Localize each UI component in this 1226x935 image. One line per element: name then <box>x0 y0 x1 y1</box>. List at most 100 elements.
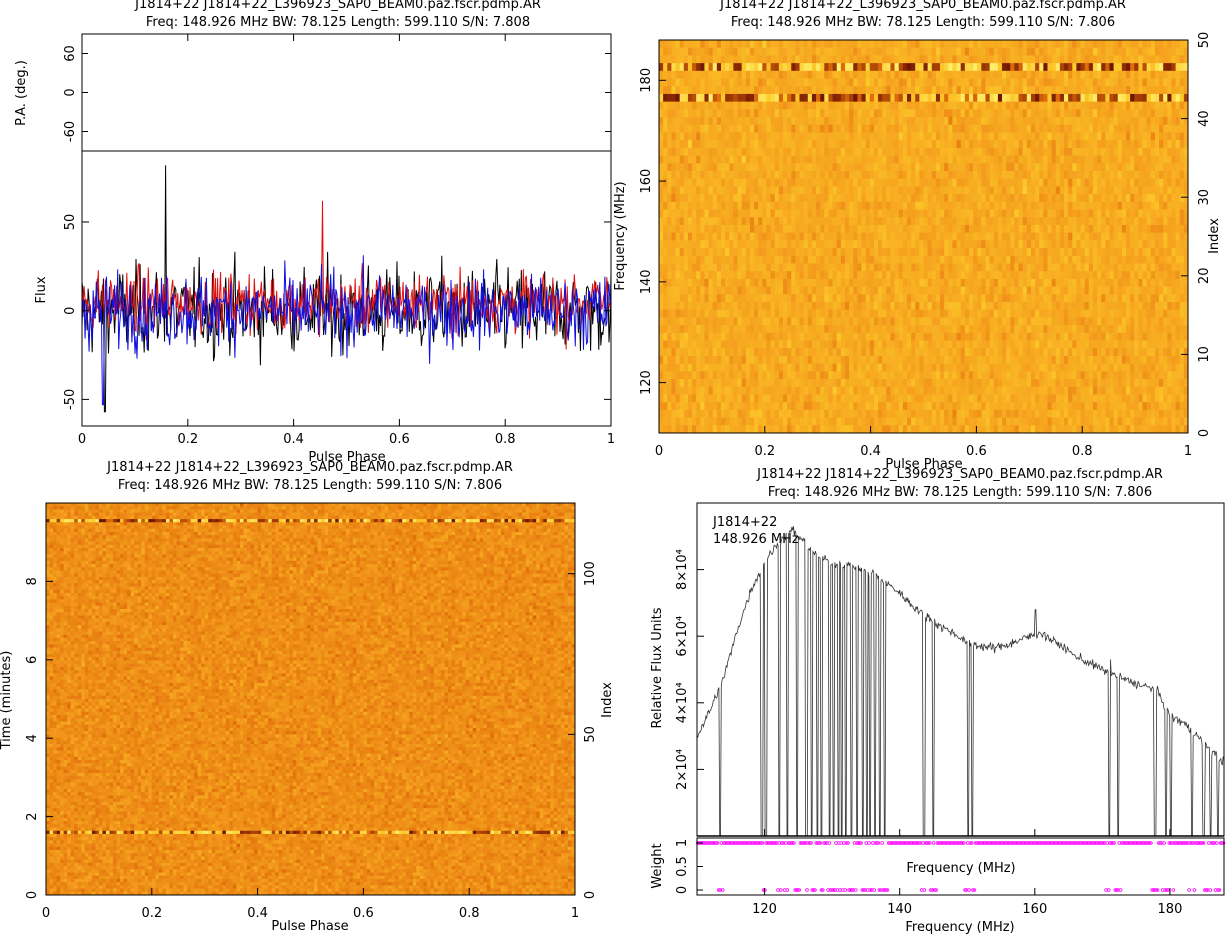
freq-phase-cell <box>1085 248 1090 256</box>
freq-phase-cell <box>816 233 821 241</box>
freq-phase-cell <box>932 279 937 287</box>
freq-phase-cell <box>1097 225 1102 233</box>
freq-phase-cell <box>779 333 784 341</box>
freq-phase-cell <box>671 225 676 233</box>
freq-phase-cell <box>766 325 771 333</box>
freq-phase-cell <box>1056 132 1061 140</box>
freq-phase-cell <box>1060 40 1065 48</box>
freq-phase-cell <box>812 263 817 271</box>
freq-phase-cell <box>870 194 875 202</box>
freq-phase-cell <box>1085 310 1090 318</box>
freq-phase-cell <box>700 140 705 148</box>
freq-phase-cell <box>952 210 957 218</box>
freq-phase-cell <box>1023 240 1028 248</box>
freq-phase-cell <box>746 279 751 287</box>
freq-phase-cell <box>977 256 982 264</box>
freq-phase-cell <box>1143 117 1148 125</box>
freq-phase-cell <box>667 148 672 156</box>
freq-phase-cell <box>886 256 891 264</box>
freq-phase-cell <box>853 40 858 48</box>
freq-phase-cell <box>1043 63 1048 71</box>
freq-phase-cell <box>1035 79 1040 87</box>
freq-phase-cell <box>812 125 817 133</box>
freq-phase-cell <box>721 48 726 56</box>
freq-phase-cell <box>1101 256 1106 264</box>
freq-phase-cell <box>733 294 738 302</box>
freq-phase-cell <box>667 71 672 79</box>
freq-phase-cell <box>1043 225 1048 233</box>
freq-phase-cell <box>795 333 800 341</box>
freq-phase-cell <box>981 171 986 179</box>
freq-phase-cell <box>1006 294 1011 302</box>
freq-phase-cell <box>1014 102 1019 110</box>
freq-phase-cell <box>824 117 829 125</box>
freq-phase-cell <box>1047 302 1052 310</box>
freq-phase-cell <box>1072 194 1077 202</box>
freq-phase-cell <box>928 86 933 94</box>
freq-phase-cell <box>1002 294 1007 302</box>
freq-phase-cell <box>729 240 734 248</box>
freq-phase-cell <box>1134 225 1139 233</box>
freq-phase-cell <box>804 148 809 156</box>
freq-phase-cell <box>1097 117 1102 125</box>
freq-phase-cell <box>1056 148 1061 156</box>
freq-phase-cell <box>1180 63 1185 71</box>
freq-phase-cell <box>659 55 664 63</box>
freq-phase-cell <box>1143 171 1148 179</box>
freq-phase-cell <box>1147 63 1152 71</box>
freq-phase-cell <box>1114 63 1119 71</box>
freq-phase-cell <box>1176 271 1181 279</box>
freq-phase-cell <box>754 140 759 148</box>
freq-phase-cell <box>936 248 941 256</box>
freq-phase-cell <box>849 71 854 79</box>
freq-phase-cell <box>1167 86 1172 94</box>
freq-phase-cell <box>1014 210 1019 218</box>
freq-phase-cell <box>957 217 962 225</box>
freq-phase-cell <box>1031 186 1036 194</box>
freq-phase-cell <box>717 248 722 256</box>
freq-phase-cell <box>1039 325 1044 333</box>
freq-phase-cell <box>733 140 738 148</box>
freq-phase-cell <box>738 271 743 279</box>
freq-phase-cell <box>758 287 763 295</box>
freq-phase-cell <box>729 248 734 256</box>
freq-phase-cell <box>911 79 916 87</box>
freq-phase-cell <box>1109 271 1114 279</box>
freq-phase-cell <box>820 271 825 279</box>
freq-phase-cell <box>1039 194 1044 202</box>
freq-phase-cell <box>725 163 730 171</box>
freq-phase-cell <box>928 171 933 179</box>
freq-phase-cell <box>671 55 676 63</box>
freq-phase-cell <box>1031 271 1036 279</box>
freq-phase-cell <box>1093 294 1098 302</box>
freq-phase-cell <box>808 279 813 287</box>
freq-phase-cell <box>1002 94 1007 102</box>
freq-phase-cell <box>1180 287 1185 295</box>
freq-phase-cell <box>919 148 924 156</box>
freq-phase-cell <box>998 102 1003 110</box>
freq-phase-cell <box>1118 256 1123 264</box>
freq-phase-cell <box>1163 55 1168 63</box>
freq-phase-cell <box>915 140 920 148</box>
freq-phase-cell <box>704 148 709 156</box>
freq-phase-cell <box>932 186 937 194</box>
freq-phase-cell <box>758 248 763 256</box>
freq-phase-cell <box>1043 186 1048 194</box>
freq-phase-cell <box>903 210 908 218</box>
freq-phase-cell <box>787 194 792 202</box>
freq-phase-cell <box>828 225 833 233</box>
freq-phase-cell <box>911 263 916 271</box>
freq-phase-cell <box>1163 194 1168 202</box>
freq-phase-cell <box>1043 55 1048 63</box>
freq-phase-cell <box>824 163 829 171</box>
freq-phase-cell <box>907 294 912 302</box>
freq-phase-cell <box>1085 256 1090 264</box>
freq-phase-cell <box>1089 271 1094 279</box>
freq-phase-cell <box>800 248 805 256</box>
freq-phase-cell <box>1143 202 1148 210</box>
freq-phase-cell <box>857 48 862 56</box>
freq-phase-cell <box>704 109 709 117</box>
freq-phase-cell <box>721 71 726 79</box>
freq-phase-cell <box>828 94 833 102</box>
freq-phase-cell <box>1171 109 1176 117</box>
